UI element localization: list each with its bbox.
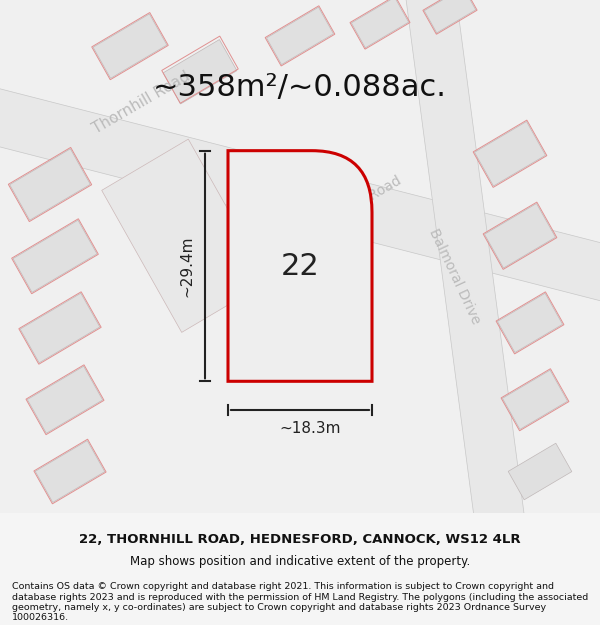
Polygon shape: [163, 39, 237, 104]
Polygon shape: [93, 14, 167, 78]
PathPatch shape: [228, 151, 372, 381]
Text: ~358m²/~0.088ac.: ~358m²/~0.088ac.: [153, 72, 447, 102]
Text: Thornhill Road: Thornhill Road: [310, 174, 403, 236]
Text: Map shows position and indicative extent of the property.: Map shows position and indicative extent…: [130, 555, 470, 568]
Polygon shape: [508, 443, 572, 500]
Polygon shape: [352, 0, 409, 48]
Polygon shape: [0, 86, 600, 304]
Text: 22: 22: [281, 252, 319, 281]
Text: Thornhill Road: Thornhill Road: [90, 69, 193, 136]
Polygon shape: [475, 121, 545, 186]
Text: Balmoral Drive: Balmoral Drive: [427, 227, 483, 327]
Polygon shape: [13, 220, 97, 292]
Polygon shape: [266, 7, 334, 64]
Polygon shape: [0, 0, 600, 512]
Text: Contains OS data © Crown copyright and database right 2021. This information is : Contains OS data © Crown copyright and d…: [12, 582, 588, 622]
Text: ~18.3m: ~18.3m: [279, 421, 341, 436]
Polygon shape: [405, 0, 525, 526]
Polygon shape: [497, 293, 563, 352]
Polygon shape: [101, 139, 268, 332]
Polygon shape: [502, 370, 568, 429]
Polygon shape: [424, 0, 476, 33]
Text: 22, THORNHILL ROAD, HEDNESFORD, CANNOCK, WS12 4LR: 22, THORNHILL ROAD, HEDNESFORD, CANNOCK,…: [79, 532, 521, 546]
Text: ~29.4m: ~29.4m: [179, 235, 194, 297]
Polygon shape: [10, 149, 91, 220]
Polygon shape: [28, 366, 103, 433]
Polygon shape: [35, 441, 105, 503]
Polygon shape: [20, 293, 100, 362]
Polygon shape: [485, 204, 556, 268]
